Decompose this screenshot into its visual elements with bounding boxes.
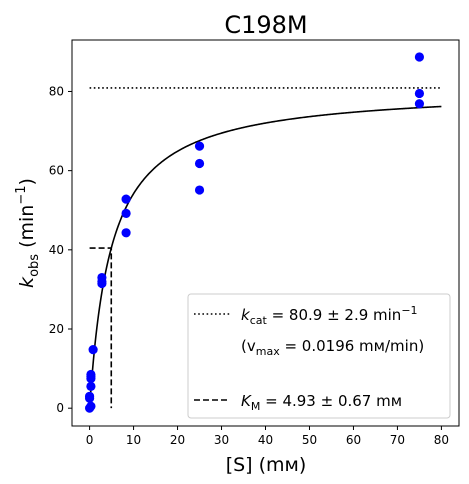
x-tick-label: 0: [86, 433, 94, 447]
legend-box: [187, 293, 451, 419]
x-tick-label: 10: [126, 433, 141, 447]
chart-title: C198M: [224, 11, 307, 39]
legend-vmax-open: (v: [241, 337, 256, 355]
plot-layer: [84, 52, 442, 413]
data-point: [88, 344, 98, 355]
legend-km-main: K: [241, 392, 252, 410]
data-point: [414, 52, 425, 62]
y-axis-label-sub: obs: [27, 254, 42, 277]
data-point: [194, 141, 205, 151]
data-point: [121, 208, 131, 219]
legend-kcat-label: kcat = 80.9 ± 2.9 min−1: [241, 304, 418, 327]
data-point: [414, 88, 425, 99]
y-tick-label: 80: [49, 84, 64, 98]
data-point: [194, 185, 205, 195]
legend-vmax-sub: max: [256, 345, 280, 358]
legend: kcat = 80.9 ± 2.9 min−1 (vmax = 0.0196 m…: [187, 293, 451, 419]
legend-vmax-value: = 0.0196 mм/min): [280, 337, 424, 355]
data-point: [84, 391, 95, 401]
y-axis-label-main: k: [16, 276, 38, 288]
x-tick-label: 40: [258, 433, 273, 447]
data-point: [121, 228, 131, 238]
x-tick-label: 50: [302, 433, 317, 447]
data-point: [414, 99, 425, 109]
y-axis-label: kobs (min−1): [14, 178, 42, 288]
data-point: [97, 278, 107, 289]
x-axis-label: [S] (mм): [226, 454, 307, 476]
data-point: [86, 401, 96, 411]
legend-km-value: = 4.93 ± 0.67 mм: [260, 392, 402, 410]
x-tick-label: 80: [434, 433, 449, 447]
legend-vmax-label: (vmax = 0.0196 mм/min): [241, 337, 424, 358]
x-tick-label: 30: [214, 433, 229, 447]
legend-kcat-main: k: [241, 306, 251, 324]
y-axis-label-close: ): [16, 178, 38, 185]
legend-km-label: KM = 4.93 ± 0.67 mм: [241, 392, 402, 413]
legend-kcat-sub: cat: [250, 314, 268, 327]
y-axis-ticks: 0 20 40 60 80: [49, 84, 72, 415]
x-tick-label: 70: [390, 433, 405, 447]
data-point: [86, 369, 96, 380]
legend-kcat-sup: −1: [401, 304, 417, 317]
y-axis-label-unit: (min: [16, 205, 38, 254]
y-axis-label-sup: −1: [14, 185, 29, 204]
x-tick-label: 60: [346, 433, 361, 447]
data-point: [121, 194, 131, 204]
michaelis-menten-fit-curve: [89, 105, 442, 406]
legend-kcat-value: = 80.9 ± 2.9 min: [267, 306, 402, 324]
x-tick-label: 20: [170, 433, 185, 447]
y-tick-label: 40: [49, 243, 64, 257]
data-point: [86, 381, 96, 392]
y-tick-label: 0: [56, 401, 64, 415]
y-tick-label: 60: [49, 164, 64, 178]
x-axis-ticks: 0 10 20 30 40 50 60 70 80: [86, 426, 449, 447]
data-points: [84, 52, 425, 413]
legend-km-sub: M: [251, 400, 261, 413]
data-point: [194, 158, 205, 169]
y-tick-label: 20: [49, 322, 64, 336]
